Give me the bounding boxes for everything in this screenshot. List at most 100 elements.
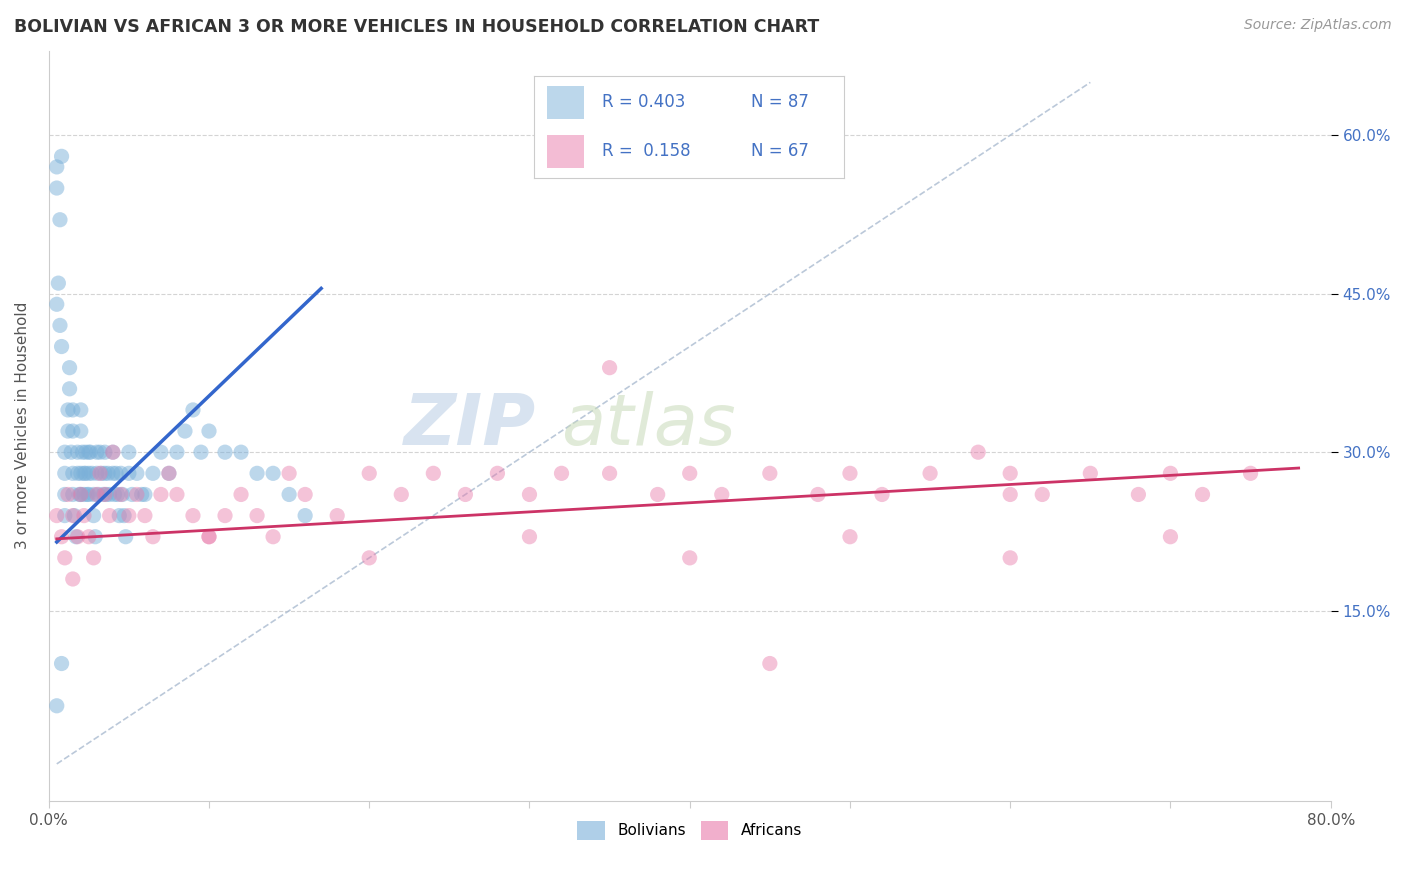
Point bbox=[66, 530, 89, 544]
Point bbox=[73, 508, 96, 523]
Point bbox=[94, 487, 117, 501]
Point bbox=[112, 508, 135, 523]
Point bbox=[101, 445, 124, 459]
Point bbox=[69, 424, 91, 438]
Point bbox=[125, 467, 148, 481]
Bar bbox=[547, 87, 583, 119]
Bar bbox=[547, 136, 583, 168]
Point bbox=[174, 424, 197, 438]
Point bbox=[105, 467, 128, 481]
Point bbox=[79, 445, 101, 459]
Point bbox=[60, 445, 83, 459]
Point bbox=[599, 467, 621, 481]
Point bbox=[80, 467, 103, 481]
Point bbox=[157, 467, 180, 481]
Point bbox=[278, 487, 301, 501]
Point bbox=[62, 403, 84, 417]
Point bbox=[86, 445, 108, 459]
Point bbox=[56, 487, 79, 501]
Point bbox=[75, 445, 97, 459]
Point bbox=[294, 508, 316, 523]
Point bbox=[118, 508, 141, 523]
Point bbox=[198, 530, 221, 544]
Point bbox=[359, 467, 381, 481]
Point bbox=[326, 508, 349, 523]
Point bbox=[69, 487, 91, 501]
Point bbox=[89, 445, 111, 459]
Point bbox=[157, 467, 180, 481]
Point bbox=[647, 487, 669, 501]
Point bbox=[807, 487, 830, 501]
Point bbox=[86, 467, 108, 481]
Point bbox=[1031, 487, 1053, 501]
Point bbox=[111, 487, 134, 501]
Point bbox=[759, 657, 782, 671]
Point bbox=[839, 467, 862, 481]
Point bbox=[51, 657, 73, 671]
Text: R =  0.158: R = 0.158 bbox=[602, 142, 690, 161]
Point bbox=[72, 445, 94, 459]
Point bbox=[114, 530, 136, 544]
Text: N = 67: N = 67 bbox=[751, 142, 808, 161]
Point bbox=[294, 487, 316, 501]
Point bbox=[51, 339, 73, 353]
Point bbox=[214, 508, 236, 523]
Point bbox=[98, 487, 121, 501]
Point bbox=[53, 445, 76, 459]
Text: N = 87: N = 87 bbox=[751, 93, 808, 111]
Point bbox=[679, 550, 702, 565]
Point bbox=[45, 181, 67, 195]
Point bbox=[125, 487, 148, 501]
Text: Source: ZipAtlas.com: Source: ZipAtlas.com bbox=[1244, 18, 1392, 32]
Point bbox=[96, 487, 118, 501]
Point bbox=[998, 550, 1021, 565]
Point bbox=[181, 508, 204, 523]
Point bbox=[166, 445, 188, 459]
Point bbox=[51, 530, 73, 544]
Point bbox=[1128, 487, 1150, 501]
Point bbox=[45, 508, 67, 523]
Text: R = 0.403: R = 0.403 bbox=[602, 93, 686, 111]
Point bbox=[45, 160, 67, 174]
Point bbox=[998, 467, 1021, 481]
Point bbox=[103, 487, 125, 501]
Point bbox=[920, 467, 942, 481]
Point bbox=[97, 467, 120, 481]
Text: atlas: atlas bbox=[561, 392, 737, 460]
Point bbox=[110, 467, 132, 481]
Point bbox=[73, 487, 96, 501]
Point bbox=[66, 467, 89, 481]
Point bbox=[149, 487, 172, 501]
Point bbox=[84, 530, 107, 544]
Point bbox=[759, 467, 782, 481]
Point bbox=[49, 212, 72, 227]
Point bbox=[389, 487, 412, 501]
Point bbox=[76, 487, 98, 501]
Point bbox=[870, 487, 893, 501]
Point bbox=[519, 530, 541, 544]
Point bbox=[108, 508, 131, 523]
Point bbox=[998, 487, 1021, 501]
Point bbox=[229, 487, 252, 501]
Point bbox=[967, 445, 990, 459]
Point bbox=[101, 445, 124, 459]
Point bbox=[62, 487, 84, 501]
Point bbox=[48, 276, 70, 290]
Point bbox=[262, 467, 284, 481]
Text: BOLIVIAN VS AFRICAN 3 OR MORE VEHICLES IN HOUSEHOLD CORRELATION CHART: BOLIVIAN VS AFRICAN 3 OR MORE VEHICLES I… bbox=[14, 18, 820, 36]
Point bbox=[1191, 487, 1213, 501]
Point bbox=[359, 550, 381, 565]
Point bbox=[69, 403, 91, 417]
Point bbox=[118, 467, 141, 481]
Point bbox=[56, 403, 79, 417]
Point bbox=[45, 698, 67, 713]
Point bbox=[98, 508, 121, 523]
Point bbox=[77, 445, 100, 459]
Point bbox=[69, 487, 91, 501]
Point bbox=[262, 530, 284, 544]
Point bbox=[1159, 467, 1181, 481]
Point bbox=[454, 487, 477, 501]
Point bbox=[101, 467, 124, 481]
Point bbox=[229, 445, 252, 459]
Point bbox=[91, 487, 114, 501]
